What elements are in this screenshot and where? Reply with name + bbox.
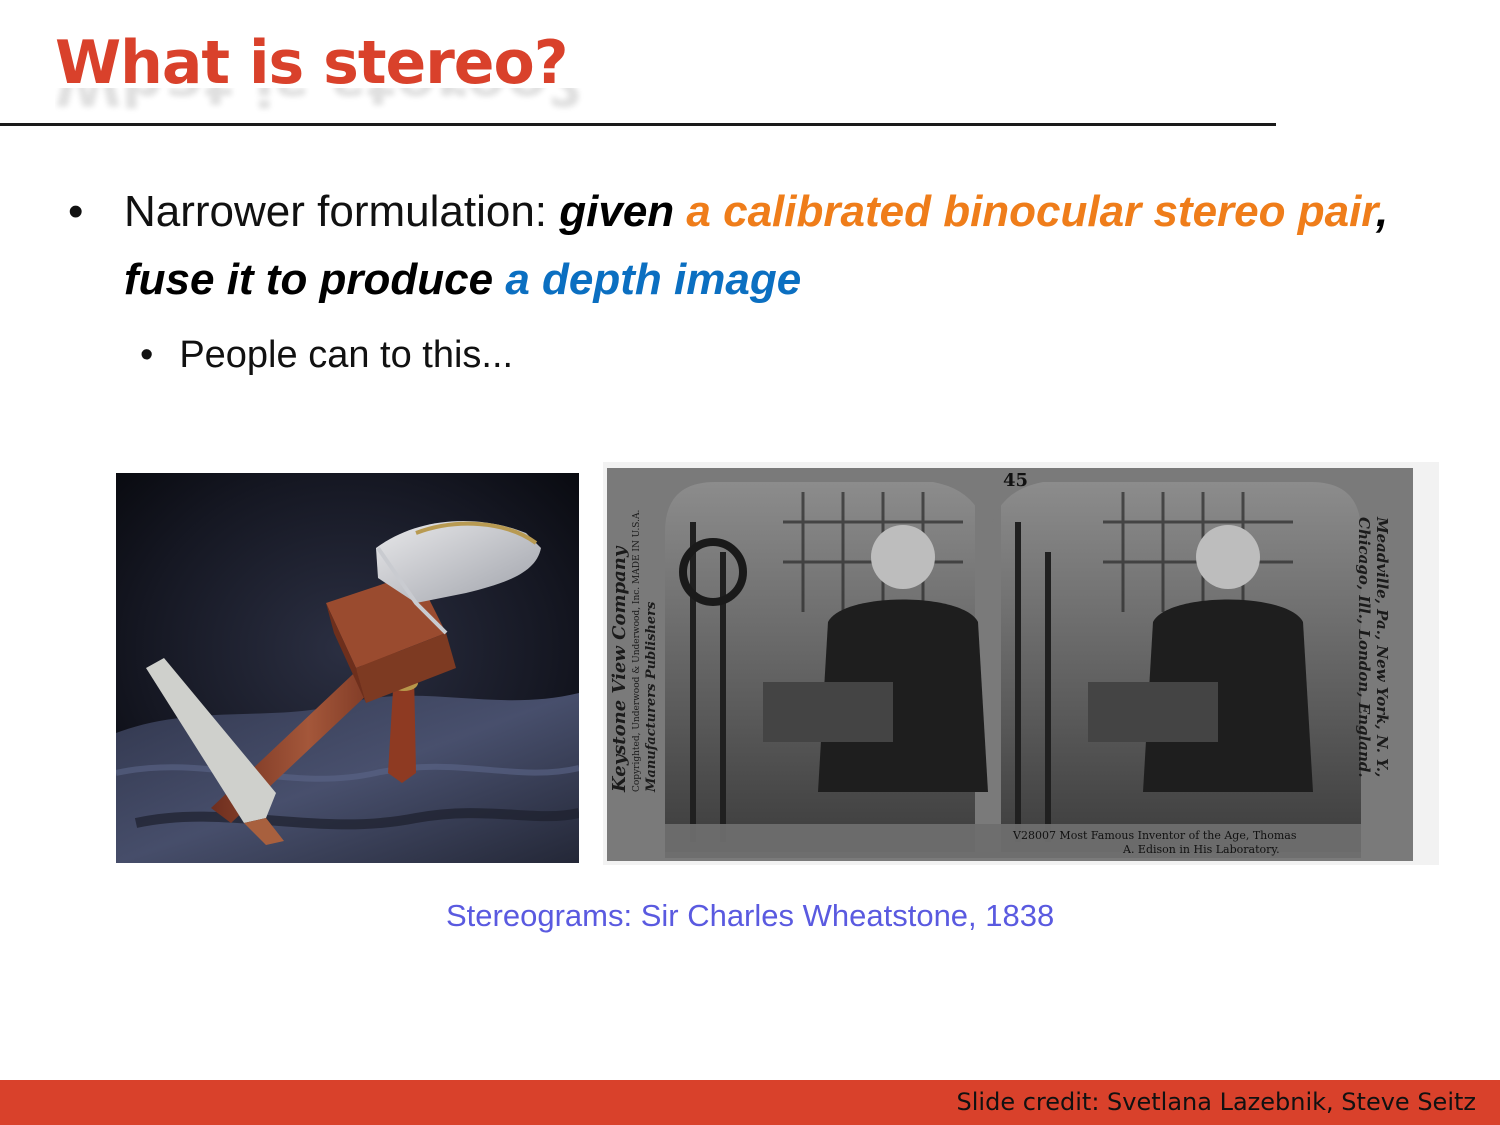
bullet-marker: • <box>68 187 84 236</box>
footer-bar: Slide credit: Svetlana Lazebnik, Steve S… <box>0 1080 1500 1125</box>
title-divider <box>0 123 1276 126</box>
card-number: 45 <box>1003 470 1028 491</box>
card-caption-1: V28007 Most Famous Inventor of the Age, … <box>1012 829 1297 842</box>
stereoscope-photo <box>116 473 579 863</box>
stereocard-photo: 45 V28007 Most Famous Inventor of the Ag… <box>603 462 1439 865</box>
slide-title: What is stereo? <box>55 28 569 98</box>
title-reflection-text: What is stereo? <box>55 88 595 118</box>
title-reflection: What is stereo? <box>55 88 595 138</box>
sub-bullet-people: • People can to this... <box>140 334 513 377</box>
bullet-text-given: given <box>559 187 687 236</box>
card-side-copyright: Copyrighted, Underwood & Underwood, Inc.… <box>632 509 642 792</box>
bullet-text-fuse: , fuse it to produce <box>124 187 1389 304</box>
figure-caption: Stereograms: Sir Charles Wheatstone, 183… <box>446 898 1055 933</box>
card-side-publishers: Manufacturers Publishers <box>644 601 659 793</box>
card-side-company: Keystone View Company <box>609 545 630 793</box>
sub-bullet-marker: • <box>140 334 154 376</box>
card-side-cities-1: Meadville, Pa., New York, N. Y., <box>1373 516 1391 777</box>
sub-bullet-text: People can to this... <box>179 334 514 376</box>
bullet-text-stereo-pair: a calibrated binocular stereo pair <box>686 187 1377 236</box>
bullet-narrower-formulation: • Narrower formulation: given a calibrat… <box>68 178 1398 314</box>
bullet-text: Narrower formulation: given a calibrated… <box>124 178 1398 314</box>
card-caption-2: A. Edison in His Laboratory. <box>1122 843 1280 856</box>
slide-credit: Slide credit: Svetlana Lazebnik, Steve S… <box>956 1088 1476 1116</box>
stereoscope-viewer-icon <box>116 473 579 863</box>
bullet-text-plain: Narrower formulation: <box>124 187 560 236</box>
bullet-text-depth-image: a depth image <box>505 255 802 304</box>
stereograph-card-icon: 45 V28007 Most Famous Inventor of the Ag… <box>603 462 1439 865</box>
card-side-cities-2: Chicago, Ill., London, England. <box>1355 517 1373 778</box>
